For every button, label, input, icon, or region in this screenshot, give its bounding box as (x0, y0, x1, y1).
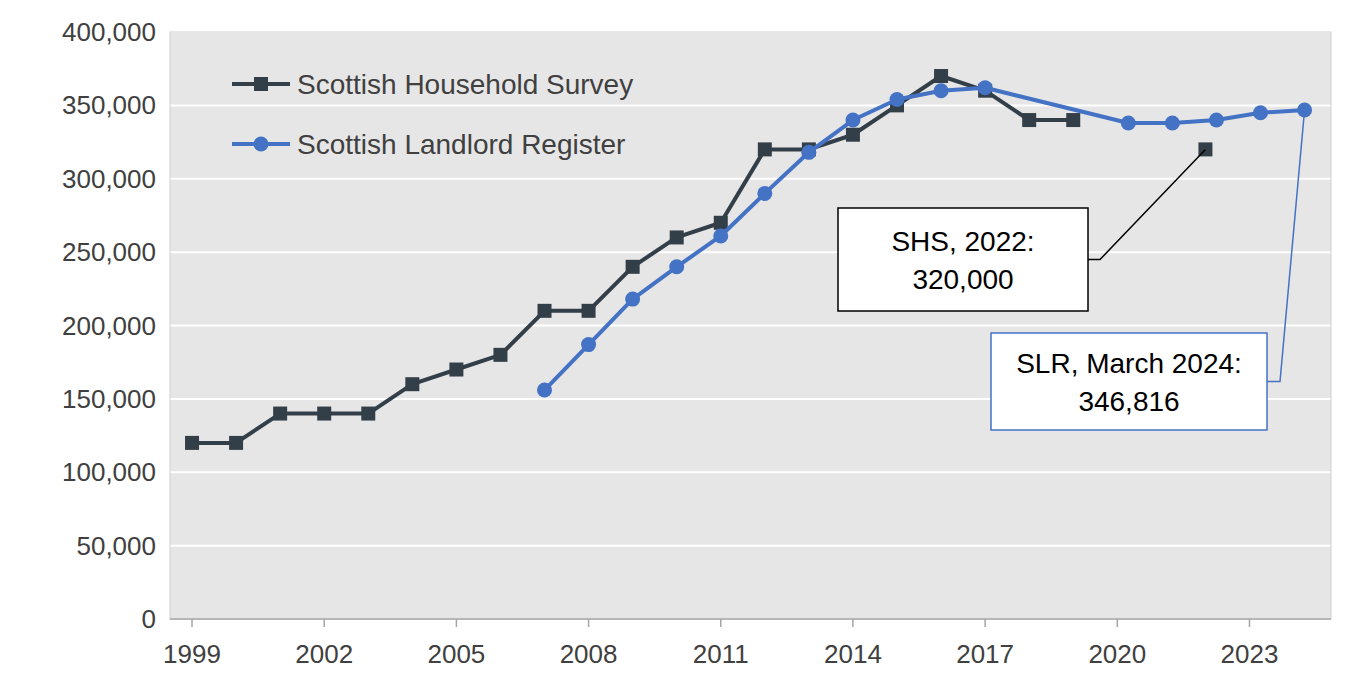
annotation-text: SLR, March 2024: (1016, 348, 1242, 379)
data-point (934, 69, 948, 83)
grid-line (170, 178, 1331, 180)
data-point (449, 363, 463, 377)
plot-frame (170, 32, 1331, 619)
x-tick-label: 2017 (956, 639, 1014, 669)
data-point (538, 304, 552, 318)
x-tick-label: 1999 (163, 639, 221, 669)
annotation-box (838, 208, 1088, 311)
chart: 0 50,000 100,000 150,000 200,000 250,000 300,0… (0, 0, 1348, 688)
annotation-text: 346,816 (1078, 386, 1179, 417)
data-point (582, 304, 596, 318)
x-tick-label: 2020 (1088, 639, 1146, 669)
data-point (317, 407, 331, 421)
data-point (273, 407, 287, 421)
data-point (405, 377, 419, 391)
x-tick (720, 619, 722, 627)
data-point (625, 292, 640, 307)
x-tick-label: 2014 (824, 639, 882, 669)
data-point (1253, 105, 1268, 120)
y-tick-label: 150,000 (62, 384, 156, 414)
x-tick-label: 2008 (560, 639, 618, 669)
data-point (1209, 113, 1224, 128)
x-axis-line (170, 618, 1331, 620)
data-point (493, 348, 507, 362)
legend-marker (254, 137, 269, 152)
grid-line (170, 251, 1331, 253)
data-point (361, 407, 375, 421)
annotation-leader (1088, 149, 1205, 259)
data-point (669, 259, 684, 274)
data-point (537, 383, 552, 398)
data-point (1022, 113, 1036, 127)
y-tick-label: 400,000 (62, 17, 156, 47)
data-point (978, 80, 993, 95)
data-point (758, 142, 772, 156)
y-tick-label: 100,000 (62, 457, 156, 487)
x-tick (456, 619, 458, 627)
grid-line (170, 545, 1331, 547)
data-point (801, 145, 816, 160)
data-point (185, 436, 199, 450)
x-tick (588, 619, 590, 627)
y-tick-label: 200,000 (62, 311, 156, 341)
y-tick-label: 0 (142, 604, 156, 634)
x-tick (984, 619, 986, 627)
grid-line (170, 104, 1331, 106)
y-tick-label: 300,000 (62, 164, 156, 194)
data-point (845, 113, 860, 128)
x-tick-label: 2002 (295, 639, 353, 669)
grid-line (170, 325, 1331, 327)
data-point (934, 83, 949, 98)
grid-line (170, 618, 1331, 620)
data-point (713, 228, 728, 243)
data-point (846, 128, 860, 142)
x-tick-label: 2023 (1221, 639, 1279, 669)
data-point (1121, 115, 1136, 130)
x-tick (1249, 619, 1251, 627)
y-tick-label: 250,000 (62, 237, 156, 267)
data-point (714, 216, 728, 230)
annotation-text: 320,000 (912, 264, 1013, 295)
data-point (890, 92, 905, 107)
data-point (1066, 113, 1080, 127)
annotation-leader (1267, 110, 1305, 381)
x-tick-label: 2005 (427, 639, 485, 669)
data-group (185, 69, 1312, 450)
legend-label: Scottish Landlord Register (297, 129, 625, 160)
x-tick (1117, 619, 1119, 627)
data-point (626, 260, 640, 274)
x-tick (191, 619, 193, 627)
data-point (757, 186, 772, 201)
data-point (581, 337, 596, 352)
x-tick (852, 619, 854, 627)
legend-marker (254, 77, 268, 91)
x-tick (323, 619, 325, 627)
legend-label: Scottish Household Survey (297, 69, 633, 100)
y-tick-label: 50,000 (76, 531, 156, 561)
annotation-box (991, 333, 1267, 430)
plot-area (170, 32, 1331, 619)
data-point (670, 230, 684, 244)
x-tick-label: 2011 (693, 639, 749, 669)
data-point (1165, 115, 1180, 130)
data-point (229, 436, 243, 450)
y-tick-label: 350,000 (62, 90, 156, 120)
annotation-text: SHS, 2022: (891, 226, 1034, 257)
grid-line (170, 471, 1331, 473)
